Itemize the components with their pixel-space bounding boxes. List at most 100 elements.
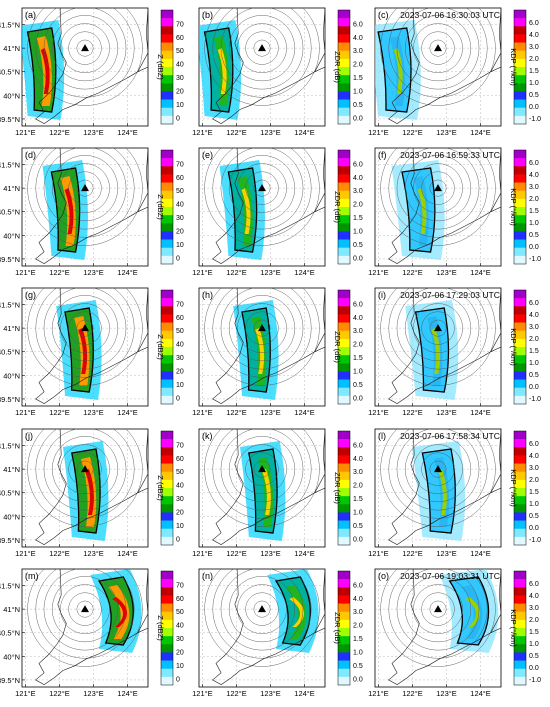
timestamp: 2023-07-06 19:03:31 UTC	[400, 571, 500, 581]
radar-site-icon	[258, 44, 266, 52]
range-ring	[388, 8, 488, 98]
range-ring	[245, 171, 279, 205]
colorbar-tick-label: 3.0	[529, 465, 539, 472]
range-ring	[380, 429, 496, 527]
colorbar-segment	[514, 676, 526, 686]
border-line	[314, 8, 325, 72]
panel-m: (m) 41.5°N 41°N 40.5°N 40°N 39.5°N 121°E 122°E 1…	[0, 568, 184, 698]
colorbar-tick-label: 2.0	[529, 336, 539, 343]
colorbar-segment	[514, 644, 526, 653]
colorbar-tick-label: 3.0	[353, 609, 363, 616]
colorbar-tick-label: 60	[176, 175, 184, 182]
x-tick-label: 124°E	[470, 268, 491, 277]
colorbar-segment	[514, 636, 526, 645]
radar-site-icon	[258, 324, 266, 332]
colorbar-segment	[161, 67, 173, 76]
colorbar-tick-label: 2.0	[529, 196, 539, 203]
colorbar-segment	[338, 431, 350, 440]
x-tick-label: 121°E	[15, 549, 36, 558]
colorbar-segment	[514, 298, 526, 307]
echo-core	[241, 188, 251, 234]
colorbar-tick-label: 10	[176, 663, 184, 670]
colorbar-tick-label: 50	[176, 48, 184, 55]
colorbar-tick-label: 4.0	[529, 172, 539, 179]
colorbar-tick-label: 4.0	[529, 453, 539, 460]
colorbar-segment	[514, 619, 526, 629]
colorbar-tick-label: 4.0	[353, 175, 363, 182]
x-tick-label: 124°E	[470, 128, 491, 137]
range-ring	[429, 179, 447, 197]
colorbar-tick-label: 40	[176, 62, 184, 69]
panel-label: (j)	[25, 431, 33, 441]
y-tick-label: 40°N	[3, 652, 20, 661]
colorbar-tick-label: 2.0	[529, 477, 539, 484]
colorbar-segment	[338, 26, 350, 35]
x-tick-label: 121°E	[192, 268, 213, 277]
coastline	[212, 148, 325, 264]
colorbar-tick-label: 10	[176, 102, 184, 109]
colorbar-tick-label: 1.5	[353, 496, 363, 503]
panel-n: (n) 121°E 122°E 123°E 124°E 6.0 4.0 3.0 2.0 1.5 1.…	[192, 568, 363, 698]
range-ring	[245, 452, 279, 486]
colorbar-segment	[514, 447, 526, 456]
echo-contour	[248, 448, 278, 534]
colorbar-segment	[161, 306, 173, 315]
colorbar-tick-label: 6.0	[353, 161, 363, 168]
colorbar-tick-label: 70	[176, 161, 184, 168]
colorbar-segment	[338, 34, 350, 43]
echo-contour	[64, 307, 94, 393]
colorbar-segment	[338, 579, 350, 588]
colorbar-tick-label: 30	[176, 215, 184, 222]
colorbar-segment	[161, 595, 173, 604]
colorbar-segment	[338, 298, 350, 307]
panel-label: (l)	[378, 431, 386, 441]
coastline	[35, 8, 148, 124]
colorbar-tick-label: 3.0	[353, 188, 363, 195]
colorbar-tick-label: 50	[176, 188, 184, 195]
colorbar-segment	[338, 223, 350, 232]
panel-o: (o) 2023-07-06 19:03:31 UTC 121°E 122°E 123°…	[368, 568, 541, 698]
colorbar-segment	[514, 628, 526, 637]
y-tick-label: 40°N	[3, 512, 20, 521]
colorbar-segment	[514, 379, 526, 389]
y-tick-label: 39.5°N	[0, 115, 20, 124]
panel-label: (o)	[378, 571, 389, 581]
x-tick-label: 122°E	[226, 128, 247, 137]
colorbar-segment	[161, 668, 173, 678]
range-ring	[237, 303, 287, 353]
colorbar-segment	[514, 239, 526, 249]
plot-content	[22, 288, 148, 406]
colorbar-tick-label: 0.0	[353, 536, 363, 543]
range-ring	[237, 444, 287, 494]
colorbar-segment	[338, 387, 350, 397]
range-ring	[228, 436, 296, 503]
colorbar-segment	[161, 83, 173, 92]
colorbar-tick-label: 1.0	[353, 509, 363, 516]
colorbar-tick-label: 1.5	[529, 68, 539, 75]
colorbar-segment	[161, 619, 173, 629]
colorbar-segment	[338, 50, 350, 60]
y-tick-label: 39.5°N	[0, 255, 20, 264]
colorbar-segment	[161, 298, 173, 307]
echo-contour	[227, 167, 258, 253]
x-tick-label: 123°E	[436, 128, 457, 137]
colorbar-segment	[514, 528, 526, 538]
radar-site-icon	[81, 324, 89, 332]
range-ring	[204, 148, 320, 246]
colorbar-segment	[161, 223, 173, 232]
colorbar-segment	[338, 306, 350, 315]
colorbar-segment	[161, 536, 173, 546]
colorbar-segment	[338, 471, 350, 481]
colorbar-tick-label: 0.0	[529, 525, 539, 532]
colorbar-label: Z (dBZ)	[156, 54, 165, 80]
coastline	[388, 148, 501, 264]
colorbar-tick-label: 1.5	[353, 355, 363, 362]
x-tick-label: 124°E	[117, 268, 138, 277]
colorbar-segment	[514, 67, 526, 76]
plot-content	[22, 148, 148, 266]
echo-contour	[274, 576, 311, 646]
colorbar-segment	[338, 363, 350, 372]
echo-core	[262, 469, 271, 515]
range-ring	[204, 429, 320, 527]
range-ring	[51, 295, 119, 362]
